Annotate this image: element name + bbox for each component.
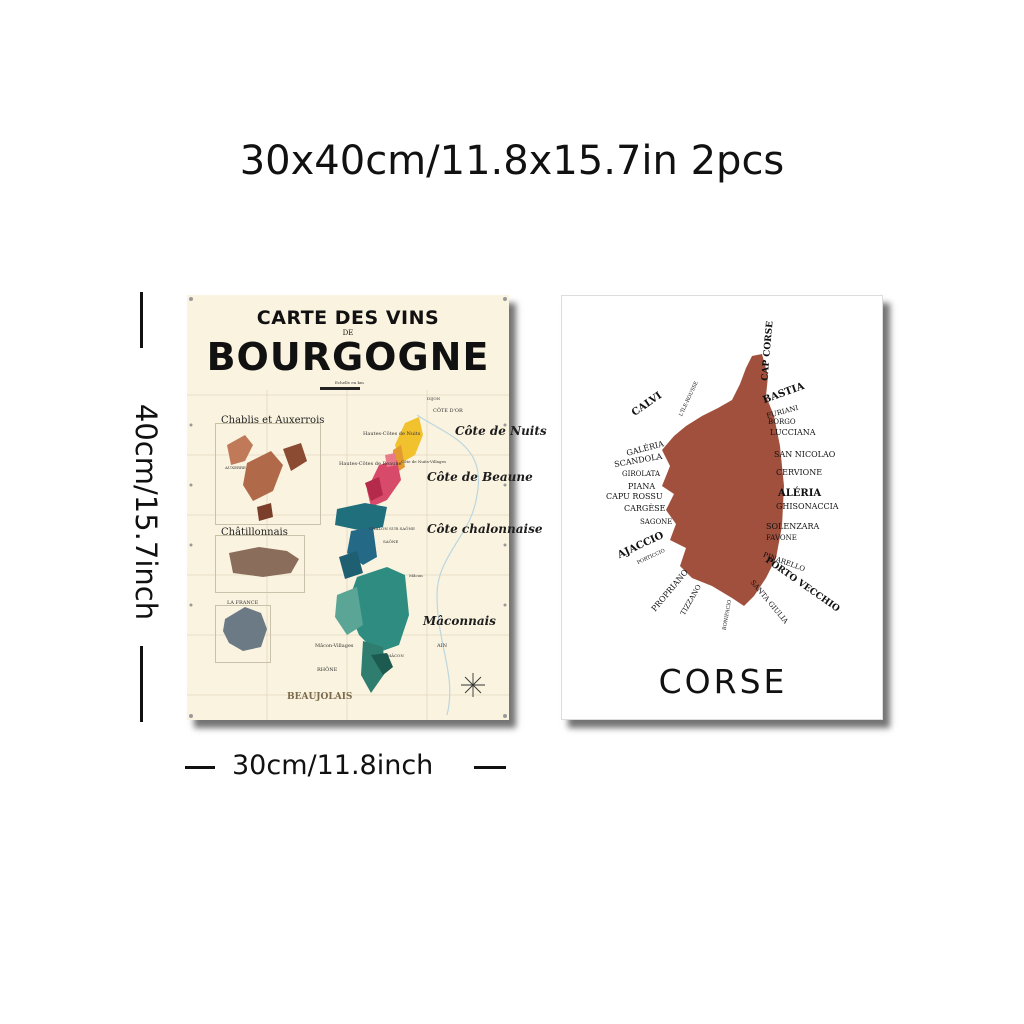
width-marker-left bbox=[185, 766, 215, 769]
town-cervione: CERVIONE bbox=[776, 468, 823, 477]
poster-title-top: CARTE DES VINS bbox=[256, 307, 440, 329]
town-macon: MÂCON bbox=[387, 653, 404, 658]
la-france-label: LA FRANCE bbox=[227, 600, 259, 606]
bourgogne-map bbox=[187, 297, 509, 720]
chablis-label: Chablis et Auxerrois bbox=[221, 415, 325, 426]
region-cote-nuits: Côte de Nuits bbox=[455, 424, 547, 438]
cote-dor-label: CÔTE D'OR bbox=[433, 408, 463, 414]
town-solenzara: SOLENZARA bbox=[766, 522, 820, 531]
town-lucciana: LUCCIANA bbox=[770, 428, 816, 437]
town-aleria: ALÉRIA bbox=[778, 488, 822, 499]
corse-title: CORSE bbox=[658, 662, 788, 701]
ain-label: AIN bbox=[437, 643, 447, 649]
height-marker-top bbox=[140, 292, 143, 348]
river-saone: SAÔNE bbox=[383, 539, 399, 544]
town-macon-label: Mâcon bbox=[409, 573, 423, 578]
scale-label: Echelle en km bbox=[335, 380, 364, 385]
width-label: 30cm/11.8inch bbox=[232, 750, 434, 781]
town-hautes-cotes-beaune: Hautes-Côtes de Beaune bbox=[339, 461, 402, 467]
height-marker-bottom bbox=[140, 646, 143, 722]
headline: 30x40cm/11.8x15.7in 2pcs bbox=[239, 138, 785, 184]
town-san-nicolao: SAN NICOLAO bbox=[774, 450, 836, 459]
france-inset bbox=[215, 605, 271, 663]
poster-title-de: DE bbox=[342, 329, 354, 337]
width-marker-right bbox=[474, 766, 506, 769]
town-favone: FAVONE bbox=[766, 534, 797, 542]
town-capu-rossu: CAPU ROSSU bbox=[606, 492, 663, 501]
maconnais-vineyards bbox=[347, 567, 409, 653]
town-borgo: BORGO bbox=[768, 418, 796, 426]
town-cote-nuits-villages: Côte de Nuits-Villages bbox=[401, 459, 447, 464]
region-cote-chalonnaise: Côte chalonnaise bbox=[427, 522, 543, 536]
town-cargese: CARGÈSE bbox=[624, 504, 666, 513]
bourgogne-poster: CARTE DES VINS DE BOURGOGNE Echelle en k… bbox=[187, 295, 547, 720]
chatillon-inset bbox=[215, 535, 305, 593]
region-beaujolais: BEAUJOLAIS bbox=[287, 692, 353, 702]
scale-bar bbox=[320, 387, 360, 390]
france-outline bbox=[223, 607, 267, 651]
town-hautes-cotes-nuits: Hautes-Côtes de Nuits bbox=[363, 431, 421, 437]
chablis-inset bbox=[215, 423, 321, 525]
town-girolata: GIROLATA bbox=[622, 470, 661, 478]
town-ghisonaccia: GHISONACCIA bbox=[776, 502, 839, 511]
corse-map bbox=[662, 354, 784, 606]
town-chalon: CHALON SUR SAÔNE bbox=[369, 526, 415, 531]
chalonnaise-vineyards bbox=[335, 503, 387, 531]
chatillon-label: Châtillonnais bbox=[221, 527, 288, 538]
compass-rose bbox=[461, 673, 485, 697]
corse-poster: CALVI L'ÎLE-ROUSSE GALÉRIA SCANDOLA GIRO… bbox=[561, 295, 883, 720]
corse-island-shape bbox=[662, 354, 784, 606]
river bbox=[416, 414, 480, 716]
rhone-label: RHÔNE bbox=[317, 667, 338, 673]
dijon-label: DIJON bbox=[427, 396, 441, 401]
region-maconnais: Mâconnais bbox=[423, 614, 496, 628]
town-macon-villages: Mâcon-Villages bbox=[315, 643, 354, 649]
region-cote-beaune: Côte de Beaune bbox=[427, 470, 533, 484]
auxerre-label: AUXERRE bbox=[225, 465, 246, 470]
chablis-vineyards bbox=[227, 435, 253, 465]
town-sagone: SAGONE bbox=[640, 518, 673, 526]
town-piana: PIANA bbox=[628, 482, 656, 491]
height-label: 40cm/15.7inch bbox=[129, 403, 163, 621]
chatillon-vineyards bbox=[229, 547, 299, 577]
poster-title-main: BOURGOGNE bbox=[206, 335, 490, 379]
